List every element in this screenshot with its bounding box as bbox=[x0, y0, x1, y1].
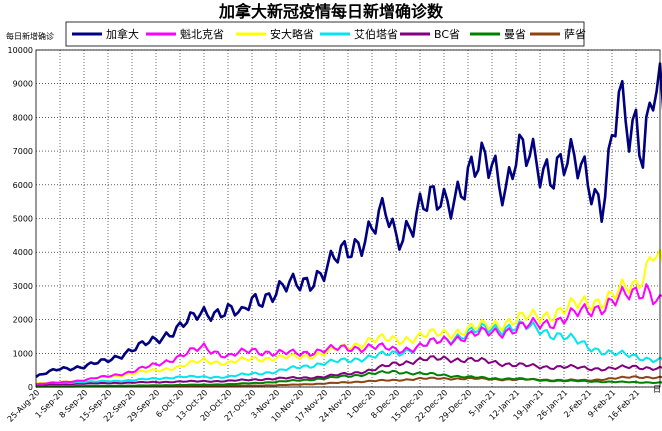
x-tick-label: 25-Aug-20 bbox=[6, 388, 42, 424]
legend-entry: 魁北克省 bbox=[180, 27, 224, 41]
y-tick-label: 5000 bbox=[13, 215, 33, 224]
gridlines bbox=[36, 49, 660, 388]
series-line-曼省 bbox=[35, 369, 662, 388]
x-tick-labels: 25-Aug-201-Sep-208-Sep-2015-Sep-2022-Sep… bbox=[6, 388, 642, 424]
legend-entry: BC省 bbox=[434, 28, 460, 41]
y-tick-label: 8000 bbox=[13, 113, 33, 122]
legend-entry: 加拿大 bbox=[106, 27, 139, 41]
y-tick-label: 0 bbox=[28, 383, 33, 392]
y-axis-label: 每日新增确诊 bbox=[6, 31, 54, 41]
legend: 加拿大 魁北克省 安大略省 艾伯塔省 BC省 曼省 萨省 bbox=[65, 21, 586, 47]
y-tick-labels: 0 1000 2000 3000 4000 5000 6000 7000 8000 9000 100… bbox=[8, 46, 33, 392]
series-line-安大略省 bbox=[35, 248, 662, 385]
legend-entry: 艾伯塔省 bbox=[354, 27, 398, 41]
series-line-魁北克省 bbox=[35, 283, 662, 386]
plot-border bbox=[35, 49, 661, 388]
legend-entry: 曼省 bbox=[504, 28, 526, 41]
y-tick-label: 7000 bbox=[13, 147, 33, 156]
series-line-BC省 bbox=[35, 355, 662, 386]
y-tick-label: 2000 bbox=[13, 316, 33, 325]
y-tick-label: 3000 bbox=[13, 282, 33, 291]
y-tick-label: 6000 bbox=[13, 181, 33, 190]
y-tick-label: 10000 bbox=[8, 46, 33, 55]
chart-title: 加拿大新冠疫情每日新增确诊数 bbox=[218, 2, 444, 21]
y-tick-label: 9000 bbox=[13, 80, 33, 89]
legend-entry: 萨省 bbox=[564, 28, 586, 41]
x-axis-label: 日 bbox=[653, 385, 661, 394]
series-lines bbox=[35, 62, 662, 388]
y-tick-label: 4000 bbox=[13, 248, 33, 257]
series-line-加拿大 bbox=[35, 62, 662, 378]
y-tick-label: 1000 bbox=[13, 349, 33, 358]
legend-entry: 安大略省 bbox=[270, 27, 314, 41]
